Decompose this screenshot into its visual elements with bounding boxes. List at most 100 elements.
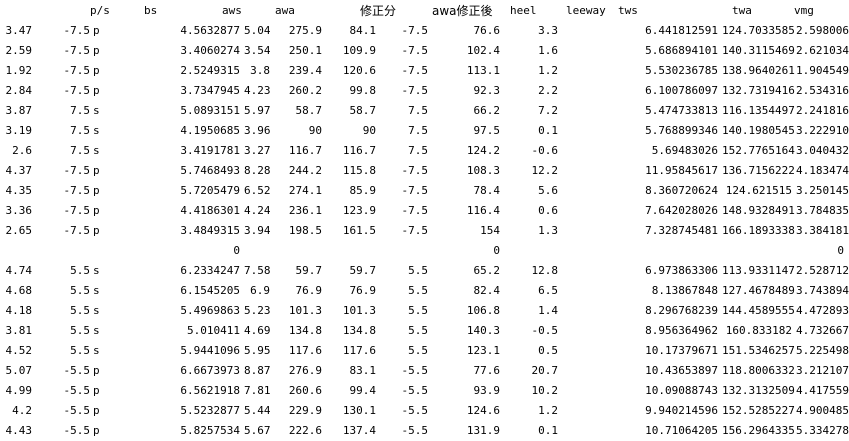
cell-bs[interactable]: 4.5632877 bbox=[180, 24, 240, 37]
cell-angle[interactable]: 5.5 bbox=[70, 264, 90, 277]
cell-leeway[interactable] bbox=[562, 41, 610, 61]
cell-awa-corrected[interactable]: 77.6 bbox=[473, 364, 501, 377]
cell-bs[interactable]: 3.4849315 bbox=[180, 224, 240, 237]
cell-angle[interactable]: 7.5 bbox=[70, 144, 90, 157]
cell-awa[interactable]: 276.9 bbox=[288, 364, 322, 377]
cell-awa-corrected[interactable]: 66.2 bbox=[473, 104, 501, 117]
cell-correction[interactable]: 90 bbox=[362, 124, 376, 137]
header-tws[interactable]: tws bbox=[618, 4, 638, 17]
cell-awa[interactable]: 260.6 bbox=[288, 384, 322, 397]
cell-tws[interactable]: 6.100786097 bbox=[645, 84, 718, 97]
cell-leeway[interactable] bbox=[562, 261, 610, 281]
cell-tws[interactable]: 11.95845617 bbox=[645, 164, 718, 177]
cell-twa[interactable]: 140.1980545 bbox=[722, 124, 795, 137]
cell-correction[interactable]: 117.6 bbox=[342, 344, 376, 357]
cell-bs[interactable]: 3.4060274 bbox=[180, 44, 240, 57]
header-heel[interactable]: heel bbox=[510, 4, 537, 17]
cell-ps[interactable]: p bbox=[93, 404, 100, 417]
cell-awa2[interactable]: 7.5 bbox=[408, 144, 428, 157]
cell-awa-corrected[interactable]: 113.1 bbox=[466, 64, 500, 77]
cell-ps[interactable]: s bbox=[93, 104, 100, 117]
header-correction[interactable]: 修正分 bbox=[360, 4, 397, 18]
cell-aws[interactable]: 8.28 bbox=[244, 164, 271, 177]
cell-bs[interactable]: 6.5621918 bbox=[180, 384, 240, 397]
cell-tws[interactable]: 5.474733813 bbox=[645, 104, 718, 117]
cell-awa[interactable]: 275.9 bbox=[288, 24, 322, 37]
cell-bs[interactable]: 5.7468493 bbox=[180, 164, 240, 177]
cell-aws[interactable]: 6.52 bbox=[244, 184, 271, 197]
cell-tws[interactable]: 6.441812591 bbox=[645, 24, 718, 37]
cell-twa[interactable]: 136.7156222 bbox=[722, 164, 795, 177]
cell-aws[interactable]: 5.04 bbox=[244, 24, 271, 37]
cell-awa2[interactable]: 7.5 bbox=[408, 104, 428, 117]
cell-bs[interactable]: 5.010411 bbox=[187, 324, 240, 337]
cell-awa-corrected[interactable]: 108.3 bbox=[466, 164, 500, 177]
cell-leeway[interactable] bbox=[562, 381, 610, 401]
cell-ps[interactable]: p bbox=[93, 184, 100, 197]
cell-awa[interactable]: 260.2 bbox=[288, 84, 322, 97]
cell-aws[interactable]: 4.24 bbox=[244, 204, 271, 217]
cell-correction[interactable]: 137.4 bbox=[342, 424, 376, 437]
cell-aws[interactable]: 3.96 bbox=[244, 124, 271, 137]
cell-awa[interactable]: 222.6 bbox=[288, 424, 322, 437]
cell-twa[interactable]: 152.5285227 bbox=[722, 404, 795, 417]
cell-id[interactable]: 4.18 bbox=[5, 304, 33, 317]
cell-aws[interactable]: 3.94 bbox=[244, 224, 271, 237]
cell-leeway[interactable] bbox=[562, 421, 610, 441]
cell-twa[interactable]: 160.833182 bbox=[725, 324, 792, 337]
zero-bs-cell[interactable]: 0 bbox=[233, 244, 240, 257]
cell-awa2[interactable]: -7.5 bbox=[401, 184, 429, 197]
cell-angle[interactable]: 5.5 bbox=[70, 344, 90, 357]
cell-awa[interactable]: 101.3 bbox=[288, 304, 322, 317]
cell-vmg[interactable]: 3.212107695 bbox=[796, 364, 849, 377]
cell-heel[interactable]: 12.8 bbox=[531, 264, 559, 277]
cell-tws[interactable]: 5.768899346 bbox=[645, 124, 718, 137]
cell-heel[interactable]: 10.2 bbox=[531, 384, 559, 397]
cell-bs[interactable]: 4.1950685 bbox=[180, 124, 240, 137]
cell-aws[interactable]: 3.54 bbox=[244, 44, 271, 57]
cell-awa-corrected[interactable]: 124.6 bbox=[466, 404, 500, 417]
cell-id[interactable]: 2.65 bbox=[5, 224, 33, 237]
cell-aws[interactable]: 3.27 bbox=[244, 144, 271, 157]
cell-twa[interactable]: 127.4678489 bbox=[722, 284, 795, 297]
cell-vmg[interactable]: 3.040432135 bbox=[796, 144, 849, 157]
cell-leeway[interactable] bbox=[562, 121, 610, 141]
cell-angle[interactable]: -7.5 bbox=[63, 224, 91, 237]
cell-correction[interactable]: 134.8 bbox=[342, 324, 376, 337]
cell-awa[interactable]: 239.4 bbox=[288, 64, 322, 77]
cell-awa-corrected[interactable]: 92.3 bbox=[473, 84, 501, 97]
cell-aws[interactable]: 8.87 bbox=[244, 364, 271, 377]
cell-id[interactable]: 4.43 bbox=[5, 424, 33, 437]
cell-vmg[interactable]: 3.222910821 bbox=[796, 124, 849, 137]
cell-heel[interactable]: 1.3 bbox=[538, 224, 558, 237]
cell-aws[interactable]: 5.23 bbox=[244, 304, 271, 317]
cell-angle[interactable]: -7.5 bbox=[63, 44, 91, 57]
cell-awa2[interactable]: 5.5 bbox=[408, 304, 428, 317]
cell-bs[interactable]: 4.4186301 bbox=[180, 204, 240, 217]
cell-angle[interactable]: -7.5 bbox=[63, 184, 91, 197]
cell-tws[interactable]: 5.686894101 bbox=[645, 44, 718, 57]
cell-leeway[interactable] bbox=[562, 161, 610, 181]
cell-ps[interactable]: p bbox=[93, 384, 100, 397]
cell-id[interactable]: 3.81 bbox=[5, 324, 33, 337]
header-aws[interactable]: aws bbox=[222, 4, 242, 17]
cell-correction[interactable]: 76.9 bbox=[349, 284, 377, 297]
cell-bs[interactable]: 5.8257534 bbox=[180, 424, 240, 437]
cell-id[interactable]: 3.47 bbox=[5, 24, 33, 37]
cell-leeway[interactable] bbox=[562, 61, 610, 81]
cell-id[interactable]: 1.92 bbox=[5, 64, 33, 77]
cell-ps[interactable]: s bbox=[93, 124, 100, 137]
cell-awa2[interactable]: 5.5 bbox=[408, 344, 428, 357]
zero-vmg-cell[interactable]: 0 bbox=[837, 244, 844, 257]
cell-leeway[interactable] bbox=[562, 141, 610, 161]
cell-twa[interactable]: 118.8006332 bbox=[722, 364, 795, 377]
cell-aws[interactable]: 4.23 bbox=[244, 84, 271, 97]
cell-correction[interactable]: 85.9 bbox=[349, 184, 377, 197]
cell-vmg[interactable]: 3.784835466 bbox=[796, 204, 849, 217]
cell-heel[interactable]: 6.5 bbox=[538, 284, 558, 297]
cell-vmg[interactable]: 4.417559569 bbox=[796, 384, 849, 397]
cell-awa2[interactable]: -7.5 bbox=[401, 64, 429, 77]
cell-vmg[interactable]: 3.743894242 bbox=[796, 284, 849, 297]
cell-vmg[interactable]: 2.528712892 bbox=[796, 264, 849, 277]
cell-heel[interactable]: 20.7 bbox=[531, 364, 559, 377]
